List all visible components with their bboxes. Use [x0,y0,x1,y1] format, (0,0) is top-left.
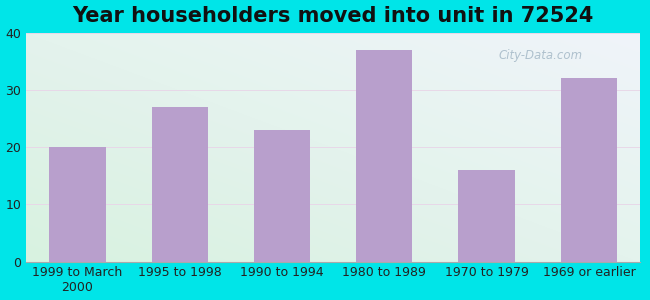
Title: Year householders moved into unit in 72524: Year householders moved into unit in 725… [73,6,594,26]
Bar [561,78,617,262]
Bar [49,147,105,262]
Bar [254,130,310,262]
Bar [151,107,208,262]
Text: City-Data.com: City-Data.com [499,49,583,62]
Bar [458,170,515,262]
Bar [356,50,413,262]
